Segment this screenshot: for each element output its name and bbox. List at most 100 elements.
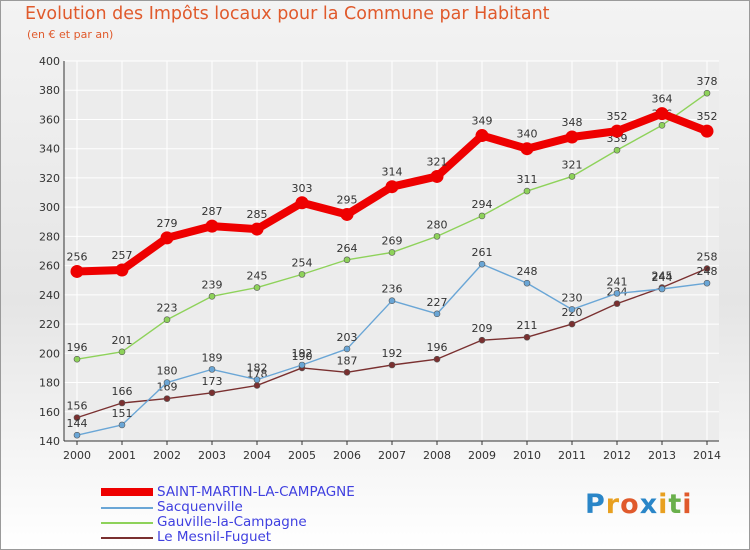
data-point bbox=[163, 395, 171, 402]
data-point bbox=[565, 130, 579, 144]
data-point bbox=[298, 271, 306, 278]
data-point bbox=[520, 142, 534, 156]
data-label: 241 bbox=[607, 275, 628, 288]
data-point bbox=[610, 124, 624, 138]
logo-letter: i bbox=[682, 489, 693, 520]
data-point bbox=[568, 320, 576, 328]
data-label: 236 bbox=[382, 283, 403, 296]
data-label: 256 bbox=[67, 250, 88, 263]
x-tick-label: 2010 bbox=[513, 449, 541, 462]
y-tick-label: 340 bbox=[39, 143, 60, 156]
x-tick-label: 2002 bbox=[153, 449, 181, 462]
data-label: 166 bbox=[112, 385, 133, 398]
data-label: 364 bbox=[652, 93, 673, 106]
data-label: 280 bbox=[427, 218, 448, 231]
data-point bbox=[478, 212, 486, 220]
legend-label: Le Mesnil-Fuguet bbox=[157, 529, 272, 545]
x-tick-label: 2001 bbox=[108, 449, 136, 462]
data-label: 196 bbox=[427, 341, 448, 354]
data-point bbox=[343, 345, 351, 353]
data-label: 258 bbox=[697, 251, 718, 264]
data-label: 192 bbox=[292, 347, 313, 360]
x-tick-label: 2013 bbox=[648, 449, 676, 462]
y-tick-label: 280 bbox=[39, 230, 60, 243]
legend-swatch bbox=[101, 537, 153, 539]
x-tick-label: 2009 bbox=[468, 449, 496, 462]
data-point bbox=[73, 355, 81, 363]
data-label: 352 bbox=[697, 110, 718, 123]
data-label: 196 bbox=[67, 341, 88, 354]
data-label: 156 bbox=[67, 400, 88, 413]
data-label: 245 bbox=[247, 270, 268, 283]
legend-label: SAINT-MARTIN-LA-CAMPAGNE bbox=[157, 484, 355, 500]
data-label: 239 bbox=[202, 278, 223, 291]
data-point bbox=[568, 306, 576, 313]
data-label: 314 bbox=[382, 166, 403, 179]
data-point bbox=[523, 279, 531, 287]
data-label: 182 bbox=[247, 362, 268, 375]
data-label: 378 bbox=[697, 75, 718, 88]
proxiti-logo: Proxiti bbox=[585, 489, 693, 520]
data-point bbox=[703, 279, 711, 287]
x-tick-label: 2003 bbox=[198, 449, 226, 462]
data-label: 303 bbox=[292, 182, 313, 195]
data-label: 201 bbox=[112, 334, 133, 347]
data-label: 287 bbox=[202, 205, 223, 218]
data-point bbox=[160, 231, 174, 245]
data-point bbox=[343, 369, 351, 376]
data-point bbox=[253, 284, 261, 291]
data-label: 257 bbox=[112, 249, 133, 262]
data-point bbox=[478, 260, 486, 268]
data-label: 279 bbox=[157, 217, 178, 230]
logo-letter: x bbox=[639, 489, 659, 520]
data-point bbox=[253, 376, 261, 383]
y-tick-label: 400 bbox=[39, 55, 60, 68]
data-label: 192 bbox=[382, 347, 403, 360]
data-label: 321 bbox=[562, 158, 583, 171]
data-point bbox=[613, 300, 621, 307]
data-label: 211 bbox=[517, 319, 538, 332]
data-label: 223 bbox=[157, 302, 178, 315]
y-tick-label: 160 bbox=[39, 406, 60, 419]
data-label: 264 bbox=[337, 242, 358, 255]
data-point bbox=[118, 421, 126, 429]
data-label: 227 bbox=[427, 296, 448, 309]
data-point bbox=[433, 310, 441, 318]
data-label: 254 bbox=[292, 256, 313, 269]
logo-letter: o bbox=[620, 489, 640, 520]
data-point bbox=[433, 233, 441, 240]
data-point bbox=[613, 146, 621, 154]
data-label: 173 bbox=[202, 375, 223, 388]
data-label: 144 bbox=[67, 417, 88, 430]
data-point bbox=[613, 290, 621, 297]
data-point bbox=[250, 222, 264, 236]
data-point bbox=[658, 285, 666, 293]
data-label: 169 bbox=[157, 381, 178, 394]
data-point bbox=[433, 355, 441, 363]
data-point bbox=[253, 382, 261, 389]
chart-title: Evolution des Impôts locaux pour la Comm… bbox=[25, 4, 550, 24]
data-label: 189 bbox=[202, 351, 223, 364]
data-point bbox=[343, 256, 351, 264]
y-tick-label: 360 bbox=[39, 113, 60, 126]
data-label: 203 bbox=[337, 331, 358, 344]
y-tick-label: 220 bbox=[39, 318, 60, 331]
data-point bbox=[475, 129, 489, 143]
data-label: 285 bbox=[247, 208, 268, 221]
data-label: 230 bbox=[562, 291, 583, 304]
data-label: 245 bbox=[652, 270, 673, 283]
data-point bbox=[523, 187, 531, 195]
x-tick-label: 2005 bbox=[288, 449, 316, 462]
logo-letter: P bbox=[585, 489, 606, 520]
data-point bbox=[655, 107, 669, 121]
data-label: 311 bbox=[517, 173, 538, 186]
data-point bbox=[163, 379, 171, 386]
data-label: 248 bbox=[697, 265, 718, 278]
data-point bbox=[208, 366, 216, 373]
y-tick-label: 260 bbox=[39, 260, 60, 273]
legend-swatch bbox=[101, 507, 153, 509]
data-point bbox=[523, 333, 531, 341]
logo-letter: i bbox=[658, 489, 669, 520]
data-point bbox=[478, 336, 486, 344]
data-point bbox=[568, 173, 576, 180]
